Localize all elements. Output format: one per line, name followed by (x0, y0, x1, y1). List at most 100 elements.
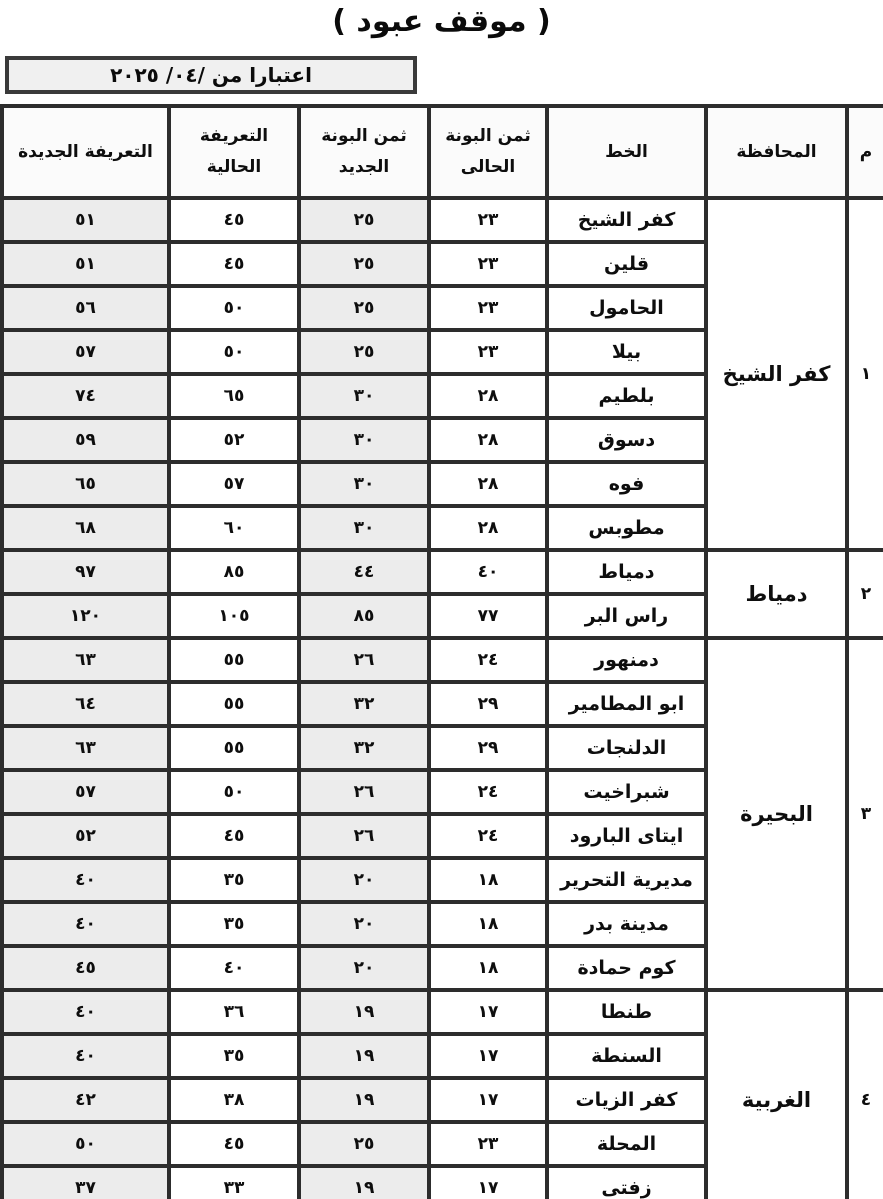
fare-row: كوم حمادة ١٨ ٢٠ ٤٠ ٤٥ (0, 944, 883, 992)
cell-tariff-current: ١٠٥ (167, 592, 301, 640)
cell-line-name: دسوق (545, 416, 708, 464)
cell-bona-new: ٢٦ (297, 812, 431, 860)
cell-bona-new: ٢٥ (297, 1120, 431, 1168)
cell-tariff-new: ٥٧ (0, 328, 171, 376)
fare-row: دسوق ٢٨ ٣٠ ٥٢ ٥٩ (0, 416, 883, 464)
cell-bona-current: ١٨ (427, 944, 549, 992)
cell-tariff-current: ٤٠ (167, 944, 301, 992)
cell-bona-new: ١٩ (297, 1164, 431, 1199)
fare-row: مديرية التحرير ١٨ ٢٠ ٣٥ ٤٠ (0, 856, 883, 904)
cell-tariff-current: ٥٥ (167, 680, 301, 728)
cell-bona-current: ١٧ (427, 1032, 549, 1080)
cell-bona-new: ١٩ (297, 1032, 431, 1080)
cell-tariff-new: ٤٠ (0, 1032, 171, 1080)
fare-row: فوه ٢٨ ٣٠ ٥٧ ٦٥ (0, 460, 883, 508)
cell-tariff-current: ٥٧ (167, 460, 301, 508)
cell-tariff-new: ٧٤ (0, 372, 171, 420)
cell-bona-new: ٢٠ (297, 944, 431, 992)
effective-date-box: اعتبارا من /٠٤/ ٢٠٢٥ (5, 56, 417, 94)
cell-tariff-new: ٥١ (0, 240, 171, 288)
cell-line-name: المحلة (545, 1120, 708, 1168)
cell-line-name: مديرية التحرير (545, 856, 708, 904)
cell-tariff-current: ٥٠ (167, 328, 301, 376)
cell-bona-current: ٢٩ (427, 724, 549, 772)
header-bona-current-line1: ثمن البونة (445, 126, 531, 147)
cell-line-name: راس البر (545, 592, 708, 640)
cell-tariff-new: ٣٧ (0, 1164, 171, 1199)
header-bona-current-line2: الحالى (460, 157, 516, 177)
cell-bona-new: ١٩ (297, 1076, 431, 1124)
cell-tariff-new: ٤٠ (0, 856, 171, 904)
cell-index: ١ (845, 196, 883, 552)
cell-tariff-new: ٦٨ (0, 504, 171, 552)
cell-bona-new: ٣٠ (297, 372, 431, 420)
cell-line-name: مطوبس (545, 504, 708, 552)
cell-bona-current: ١٧ (427, 988, 549, 1036)
cell-bona-new: ٣٠ (297, 416, 431, 464)
cell-bona-current: ٢٤ (427, 636, 549, 684)
fare-row: مطوبس ٢٨ ٣٠ ٦٠ ٦٨ (0, 504, 883, 552)
header-bona-current: ثمن البونة الحالى (427, 104, 549, 200)
cell-bona-new: ٢٠ (297, 900, 431, 948)
fare-row: زفتى ١٧ ١٩ ٣٣ ٣٧ (0, 1164, 883, 1199)
cell-bona-current: ٢٤ (427, 812, 549, 860)
cell-tariff-current: ٥٥ (167, 636, 301, 684)
header-bona-new-line1: ثمن البونة (321, 126, 407, 147)
cell-tariff-current: ٤٥ (167, 1120, 301, 1168)
cell-line-name: الدلنجات (545, 724, 708, 772)
cell-bona-current: ١٧ (427, 1076, 549, 1124)
effective-date-text: اعتبارا من /٠٤/ ٢٠٢٥ (110, 63, 312, 87)
cell-line-name: فوه (545, 460, 708, 508)
fare-row: ابو المطامير ٢٩ ٣٢ ٥٥ ٦٤ (0, 680, 883, 728)
cell-line-name: مدينة بدر (545, 900, 708, 948)
cell-tariff-new: ٥٩ (0, 416, 171, 464)
header-line: الخط (545, 104, 708, 200)
cell-bona-new: ٣٠ (297, 460, 431, 508)
cell-tariff-current: ٤٥ (167, 812, 301, 860)
cell-bona-current: ٢٣ (427, 196, 549, 244)
cell-line-name: طنطا (545, 988, 708, 1036)
cell-bona-current: ٢٣ (427, 1120, 549, 1168)
cell-tariff-current: ٥٠ (167, 284, 301, 332)
header-tariff-new: التعريفة الجديدة (0, 104, 171, 200)
cell-bona-current: ٢٤ (427, 768, 549, 816)
fare-row: المحلة ٢٣ ٢٥ ٤٥ ٥٠ (0, 1120, 883, 1168)
cell-tariff-new: ٦٤ (0, 680, 171, 728)
cell-line-name: شبراخيت (545, 768, 708, 816)
cell-index: ٢ (845, 548, 883, 640)
cell-bona-new: ٣٢ (297, 724, 431, 772)
cell-bona-current: ١٨ (427, 856, 549, 904)
header-row: م المحافظة الخط ثمن البونة الحالى ثمن ال… (0, 104, 883, 200)
fare-row: الحامول ٢٣ ٢٥ ٥٠ ٥٦ (0, 284, 883, 332)
cell-tariff-current: ٨٥ (167, 548, 301, 596)
cell-line-name: كفر الزيات (545, 1076, 708, 1124)
cell-bona-current: ٢٨ (427, 460, 549, 508)
cell-tariff-current: ٥٠ (167, 768, 301, 816)
cell-tariff-new: ٦٣ (0, 636, 171, 684)
header-bona-new: ثمن البونة الجديد (297, 104, 431, 200)
cell-governorate: الغربية (704, 988, 849, 1199)
cell-bona-current: ٧٧ (427, 592, 549, 640)
cell-bona-new: ٢٥ (297, 240, 431, 288)
cell-tariff-current: ٤٥ (167, 240, 301, 288)
header-bona-new-line2: الجديد (338, 157, 390, 177)
header-governorate: المحافظة (704, 104, 849, 200)
cell-tariff-new: ٦٣ (0, 724, 171, 772)
cell-line-name: بيلا (545, 328, 708, 376)
cell-bona-current: ٤٠ (427, 548, 549, 596)
cell-line-name: قلين (545, 240, 708, 288)
cell-bona-new: ٢٥ (297, 328, 431, 376)
cell-tariff-new: ٥١ (0, 196, 171, 244)
fare-row: ١ كفر الشيخ كفر الشيخ ٢٣ ٢٥ ٤٥ ٥١ (0, 196, 883, 552)
fare-row: السنطة ١٧ ١٩ ٣٥ ٤٠ (0, 1032, 883, 1080)
cell-tariff-current: ٥٢ (167, 416, 301, 464)
cell-tariff-current: ٣٣ (167, 1164, 301, 1199)
cell-tariff-current: ٦٥ (167, 372, 301, 420)
cell-bona-current: ٢٨ (427, 372, 549, 420)
cell-bona-current: ٢٣ (427, 284, 549, 332)
cell-tariff-new: ٤٥ (0, 944, 171, 992)
cell-bona-new: ٢٥ (297, 284, 431, 332)
cell-bona-current: ٢٣ (427, 240, 549, 288)
cell-bona-current: ١٨ (427, 900, 549, 948)
